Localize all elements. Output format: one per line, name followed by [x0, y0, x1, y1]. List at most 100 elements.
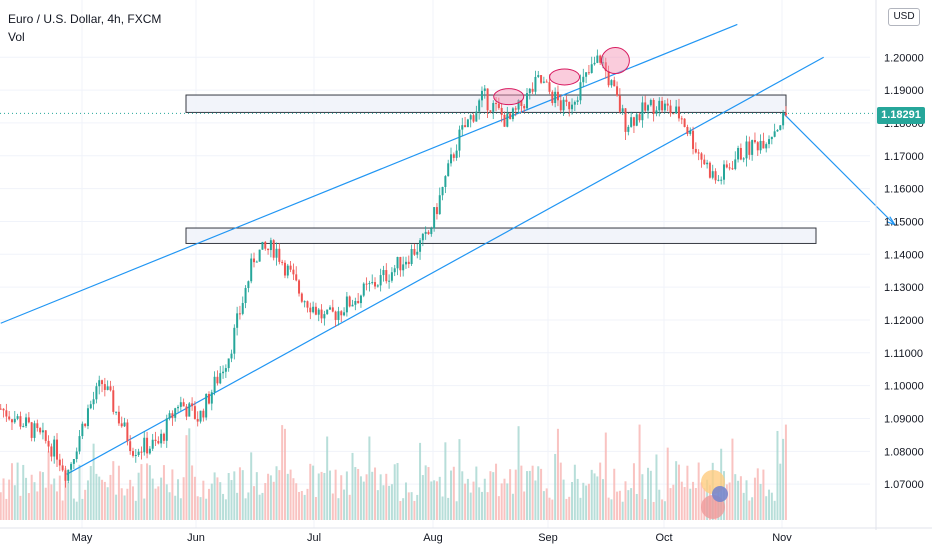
volume-bar: [193, 476, 196, 520]
volume-bar: [497, 496, 500, 520]
candle-body: [103, 384, 106, 390]
candle-body: [343, 312, 346, 316]
candle-body: [154, 439, 157, 441]
candle-body: [630, 117, 633, 127]
volume-bar: [700, 482, 703, 520]
currency-button[interactable]: USD: [888, 8, 920, 26]
candle-body: [390, 272, 393, 281]
volume-bar: [692, 481, 695, 520]
candle-body: [117, 411, 120, 424]
candle-body: [286, 265, 289, 276]
resistance-zone[interactable]: [185, 94, 787, 113]
volume-bar: [621, 501, 624, 520]
candle-body: [374, 282, 377, 287]
projection-arrow-line[interactable]: [782, 112, 896, 226]
watermark-logo: [701, 470, 728, 519]
candle-body: [655, 110, 658, 115]
candle-body: [503, 114, 506, 127]
candle-body: [148, 448, 151, 454]
channel-lower-line[interactable]: [66, 56, 824, 475]
candle-body: [185, 406, 188, 417]
volume-bar: [264, 483, 267, 520]
volume-bar: [376, 490, 379, 520]
candle-body: [340, 311, 343, 316]
support-zone[interactable]: [185, 227, 817, 244]
volume-bar: [649, 470, 652, 520]
candle-body: [782, 112, 785, 126]
volume-bar: [641, 474, 644, 520]
volume-label[interactable]: Vol: [8, 30, 25, 44]
candle-body: [61, 465, 64, 471]
candle-body: [784, 112, 787, 116]
candle-body: [134, 454, 137, 456]
candle-body: [354, 301, 357, 305]
candle-body: [675, 106, 678, 114]
candle-body: [359, 295, 362, 304]
symbol-title[interactable]: Euro / U.S. Dollar, 4h, FXCM: [8, 12, 162, 26]
candle-body: [497, 103, 500, 108]
volume-bar: [407, 492, 410, 520]
price-axis[interactable]: 1.07000 1.08000 1.09000 1.10000 1.11000 1.120…: [875, 0, 924, 530]
volume-bar: [41, 472, 44, 520]
zones[interactable]: [185, 94, 817, 244]
volume-bar: [191, 465, 194, 520]
volume-bar: [686, 465, 689, 520]
candle-body: [334, 311, 337, 320]
candle-body: [78, 436, 81, 452]
candle-body: [222, 371, 225, 374]
candle-body: [745, 141, 748, 159]
volume-bar: [647, 467, 650, 520]
candle-body: [475, 111, 478, 122]
candle-body: [607, 70, 610, 86]
candle-body: [70, 463, 73, 470]
candle-body: [227, 358, 230, 369]
volume-bar: [452, 466, 455, 520]
candle-body: [101, 380, 104, 385]
time-axis[interactable]: May Jun Jul Aug Sep Oct Nov: [0, 527, 932, 544]
candle-body: [627, 126, 630, 132]
projection-arrow-head[interactable]: [886, 216, 897, 226]
candle-body: [47, 440, 50, 447]
volume-bar: [230, 480, 233, 520]
candle-body: [393, 268, 396, 273]
candle-body: [5, 410, 8, 417]
candle-body: [230, 353, 233, 359]
volume-bar: [61, 500, 64, 520]
trendlines[interactable]: [0, 23, 897, 475]
candle-body: [554, 91, 557, 104]
candle-body: [644, 102, 647, 111]
candle-body: [326, 309, 329, 315]
candle-body: [472, 115, 475, 122]
highlight-circles[interactable]: [493, 47, 630, 106]
volume-bar: [390, 484, 393, 520]
candle-body: [562, 99, 565, 111]
high-highlight-circle[interactable]: [493, 88, 525, 106]
volume-bar: [520, 465, 523, 520]
candle-body: [700, 153, 703, 160]
volume-bar: [613, 468, 616, 520]
candle-body: [641, 102, 644, 121]
volume-bar: [22, 464, 25, 520]
volume-bar: [188, 428, 191, 520]
volume-bar: [694, 487, 697, 520]
volume-bar: [734, 474, 737, 520]
volume-bar: [773, 500, 776, 520]
candle-body: [25, 417, 28, 427]
volume-bar: [317, 473, 320, 520]
candle-body: [351, 304, 354, 307]
volume-bar: [576, 478, 579, 520]
volume-bar: [177, 479, 180, 520]
candle-body: [509, 113, 512, 120]
volume-bar: [33, 482, 36, 520]
channel-upper-line[interactable]: [0, 23, 738, 324]
volume-bar: [126, 488, 129, 520]
volume-bar: [402, 498, 405, 520]
high-highlight-circle[interactable]: [600, 47, 630, 75]
candle-body: [480, 90, 483, 101]
candle-body: [109, 386, 112, 391]
volume-bar: [78, 464, 81, 520]
candle-body: [616, 86, 619, 96]
high-highlight-circle[interactable]: [549, 68, 581, 86]
candle-body: [773, 131, 776, 137]
